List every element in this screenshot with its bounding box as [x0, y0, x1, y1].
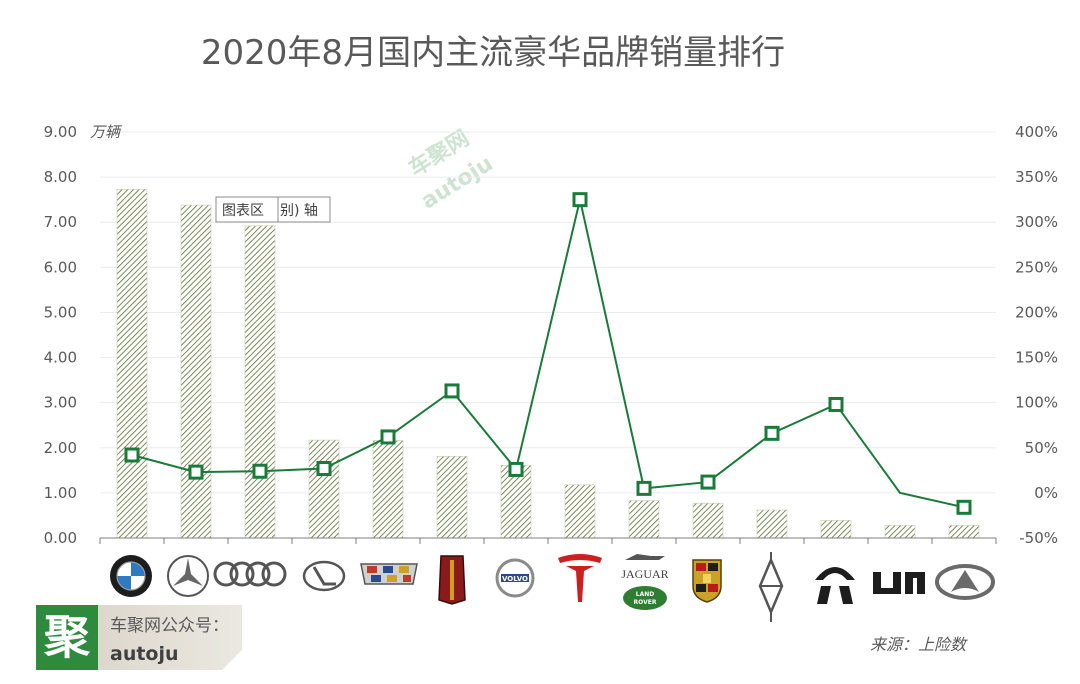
cadillac-logo-icon: [360, 563, 418, 585]
x-axis-ticks: [99, 538, 997, 544]
mercedes-logo-icon: [167, 555, 209, 597]
right-tick-label: 150%: [1015, 349, 1058, 367]
growth-marker[interactable]: [572, 192, 588, 208]
growth-marker[interactable]: [764, 425, 780, 441]
tooltip-trailing: 别) 轴: [280, 203, 318, 219]
nio-logo-icon: [815, 567, 855, 604]
left-tick-label: 3.00: [44, 394, 77, 412]
left-tick-label: 7.00: [44, 213, 77, 231]
bar[interactable]: [884, 525, 916, 539]
left-tick-label: 4.00: [44, 349, 77, 367]
growth-marker[interactable]: [508, 461, 524, 477]
bar[interactable]: [756, 509, 788, 539]
left-axis: 0.00 1.00 2.00 3.00 4.00 5.00 6.00 7.00 8.00 9.00: [44, 123, 77, 547]
lincoln-logo-icon: [758, 552, 784, 622]
growth-marker[interactable]: [828, 396, 844, 412]
left-tick-label: 0.00: [44, 529, 77, 547]
right-tick-label: 400%: [1015, 123, 1058, 141]
lexus-logo-icon: [302, 560, 346, 592]
bar[interactable]: [948, 525, 980, 539]
bar[interactable]: [564, 484, 596, 539]
brand-box-logo-char: 聚: [43, 610, 91, 664]
growth-marker[interactable]: [316, 461, 332, 477]
right-tick-label: 250%: [1015, 258, 1058, 276]
right-axis: -50% 0% 50% 100% 150% 200% 250% 300% 350% 400%: [1015, 123, 1058, 547]
brand-box: 聚 车聚网公众号： autoju: [36, 605, 242, 670]
growth-marker[interactable]: [636, 480, 652, 496]
growth-marker[interactable]: [188, 464, 204, 480]
infiniti-logo-icon: [935, 564, 995, 600]
chart-title: 2020年8月国内主流豪华品牌销量排行: [201, 33, 785, 73]
bar[interactable]: [500, 465, 532, 539]
bar[interactable]: [180, 204, 212, 539]
right-tick-label: -50%: [1019, 529, 1058, 547]
growth-marker[interactable]: [252, 463, 268, 479]
bar[interactable]: [372, 440, 404, 539]
bar[interactable]: [628, 500, 660, 539]
left-tick-label: 8.00: [44, 168, 77, 186]
growth-marker[interactable]: [700, 474, 716, 490]
chart-tooltip[interactable]: 图表区 别) 轴: [215, 196, 331, 223]
growth-marker[interactable]: [380, 429, 396, 445]
growth-marker[interactable]: [956, 499, 972, 515]
bmw-logo-icon: [110, 555, 152, 597]
left-tick-label: 9.00: [44, 123, 77, 141]
bar[interactable]: [436, 456, 468, 539]
left-tick-label: 6.00: [44, 258, 77, 276]
right-tick-label: 50%: [1025, 439, 1058, 457]
tooltip-label-box: [215, 196, 279, 223]
li-auto-logo-icon: [873, 572, 925, 594]
growth-marker[interactable]: [124, 447, 140, 463]
growth-line: [131, 199, 965, 509]
volvo-logo-icon: VOLVO: [495, 558, 535, 598]
right-tick-label: 350%: [1015, 168, 1058, 186]
tesla-logo-icon: [558, 554, 602, 602]
jaguar-logo-text: JAGUAR: [621, 567, 668, 581]
growth-series: [124, 192, 972, 515]
tooltip-label: 图表区: [222, 203, 264, 219]
brand-box-line-1: 车聚网公众号：: [110, 616, 229, 636]
source-note: 来源：上险数: [870, 635, 968, 654]
bar[interactable]: [692, 502, 724, 539]
right-tick-label: 300%: [1015, 213, 1058, 231]
jaguar-land-rover-logo-icon: JAGUAR LAND ROVER: [621, 554, 669, 610]
left-axis-unit: 万辆: [90, 123, 123, 141]
brand-logos: VOLVO JAGUAR LAND ROVER: [110, 552, 995, 622]
watermark: 车聚网 autoju: [404, 125, 497, 214]
bar[interactable]: [308, 439, 340, 539]
land-rover-logo-text-1: LAND: [636, 591, 654, 598]
right-tick-label: 200%: [1015, 303, 1058, 321]
right-tick-label: 0%: [1034, 484, 1058, 502]
left-tick-label: 1.00: [44, 484, 77, 502]
bar[interactable]: [244, 225, 276, 539]
growth-marker[interactable]: [444, 383, 460, 399]
bar[interactable]: [820, 520, 852, 539]
left-tick-label: 2.00: [44, 439, 77, 457]
volvo-logo-text: VOLVO: [502, 575, 528, 583]
brand-box-logo-bg: [36, 605, 98, 670]
land-rover-logo-text-2: ROVER: [634, 599, 657, 606]
brand-box-line-2: autoju: [110, 643, 179, 665]
porsche-logo-icon: [692, 559, 722, 603]
hongqi-logo-icon: [438, 555, 466, 605]
bar[interactable]: [116, 188, 148, 539]
left-tick-label: 5.00: [44, 303, 77, 321]
bar-series: [116, 188, 980, 539]
audi-logo-icon: [213, 561, 287, 587]
right-tick-label: 100%: [1015, 394, 1058, 412]
